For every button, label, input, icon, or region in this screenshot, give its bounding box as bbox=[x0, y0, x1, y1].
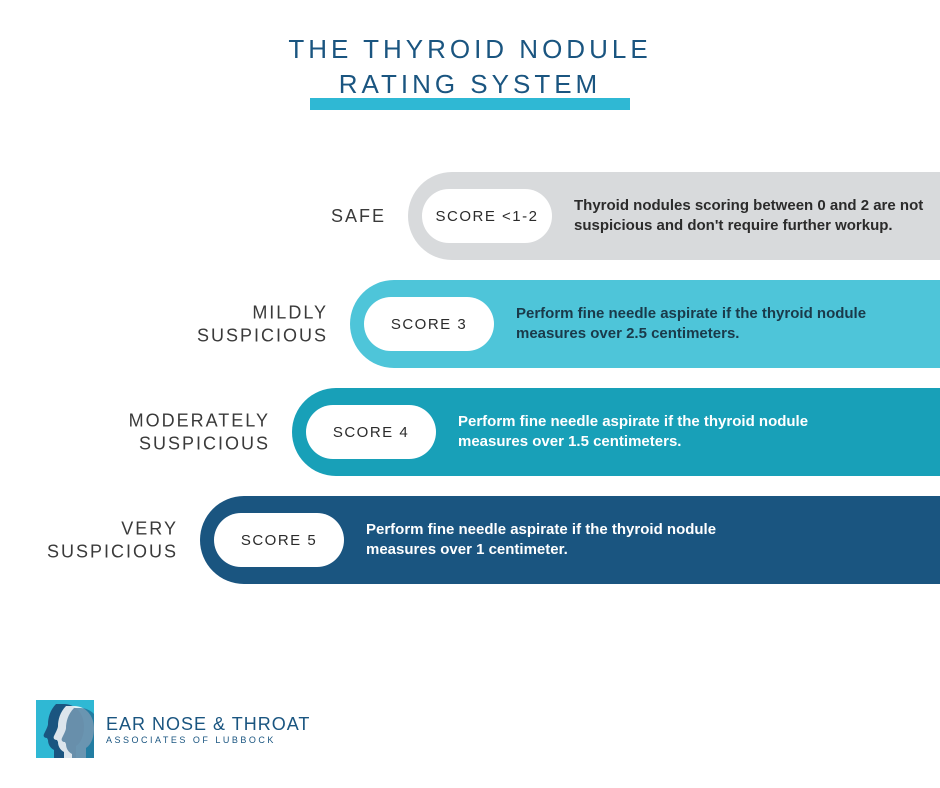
brand-logo: EAR NOSE & THROAT ASSOCIATES OF LUBBOCK bbox=[36, 700, 310, 758]
title-block: THE THYROID NODULE RATING SYSTEM bbox=[0, 0, 940, 102]
score-pill: SCORE <1-2 bbox=[422, 189, 552, 243]
page-title: THE THYROID NODULE RATING SYSTEM bbox=[0, 32, 940, 102]
score-pill: SCORE 4 bbox=[306, 405, 436, 459]
rating-description: Perform fine needle aspirate if the thyr… bbox=[366, 520, 746, 561]
score-pill: SCORE 5 bbox=[214, 513, 344, 567]
rating-rows: SAFE SCORE <1-2 Thyroid nodules scoring be… bbox=[0, 172, 940, 584]
rating-bar: SCORE 3 Perform fine needle aspirate if t… bbox=[350, 280, 940, 368]
title-line-1: THE THYROID NODULE bbox=[288, 34, 651, 64]
logo-line-1: EAR NOSE & THROAT bbox=[106, 714, 310, 735]
logo-line-2: ASSOCIATES OF LUBBOCK bbox=[106, 735, 310, 745]
rating-row-very: VERYSUSPICIOUS SCORE 5 Perform fine needle… bbox=[0, 496, 940, 584]
rating-label: MILDLYSUSPICIOUS bbox=[128, 302, 328, 347]
rating-description: Perform fine needle aspirate if the thyr… bbox=[516, 304, 896, 345]
rating-bar: SCORE 4 Perform fine needle aspirate if t… bbox=[292, 388, 940, 476]
title-line-2: RATING SYSTEM bbox=[339, 69, 601, 99]
profile-icon bbox=[36, 700, 94, 758]
rating-row-mild: MILDLYSUSPICIOUS SCORE 3 Perform fine need… bbox=[0, 280, 940, 368]
logo-text: EAR NOSE & THROAT ASSOCIATES OF LUBBOCK bbox=[106, 714, 310, 745]
score-pill: SCORE 3 bbox=[364, 297, 494, 351]
rating-label: VERYSUSPICIOUS bbox=[0, 518, 178, 563]
rating-bar: SCORE 5 Perform fine needle aspirate if t… bbox=[200, 496, 940, 584]
logo-mark bbox=[36, 700, 94, 758]
rating-row-moderate: MODERATELYSUSPICIOUS SCORE 4 Perform fine … bbox=[0, 388, 940, 476]
rating-label: SAFE bbox=[206, 205, 386, 228]
rating-label: MODERATELYSUSPICIOUS bbox=[50, 410, 270, 455]
rating-description: Perform fine needle aspirate if the thyr… bbox=[458, 412, 838, 453]
rating-row-safe: SAFE SCORE <1-2 Thyroid nodules scoring be… bbox=[0, 172, 940, 260]
rating-bar: SCORE <1-2 Thyroid nodules scoring betwee… bbox=[408, 172, 940, 260]
rating-description: Thyroid nodules scoring between 0 and 2 … bbox=[574, 196, 940, 237]
